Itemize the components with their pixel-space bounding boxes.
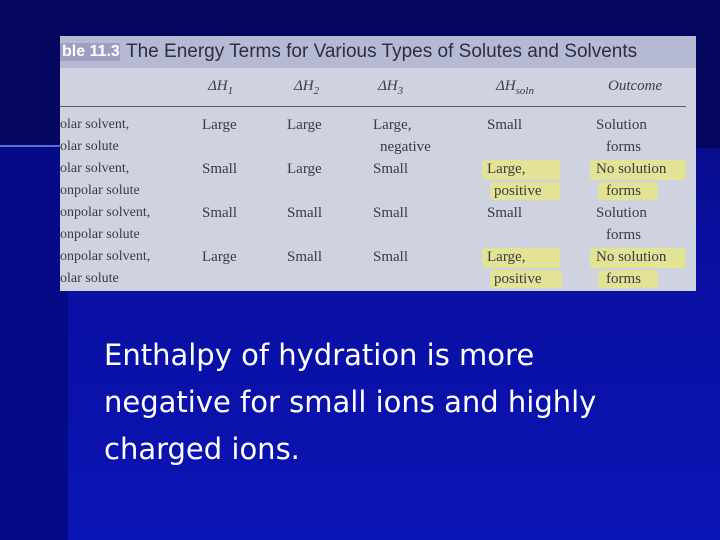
header-dhsoln-symbol: ΔH xyxy=(496,78,516,94)
highlight-mark xyxy=(598,270,658,288)
cell-dh2: Large xyxy=(287,117,322,133)
header-dh3: ΔH3 xyxy=(378,78,403,97)
header-dh1: ΔH1 xyxy=(208,78,233,97)
row-label-line: olar solvent, xyxy=(60,117,130,132)
cell-dh3: Large, xyxy=(373,117,412,133)
cell-dhsoln: Large, xyxy=(487,249,526,265)
cell-outcome: No solution xyxy=(596,249,667,265)
row-label-line: onpolar solute xyxy=(60,227,140,242)
header-dhsoln-subscript: soln xyxy=(515,85,534,97)
header-dh3-subscript: 3 xyxy=(397,85,404,97)
table-title-bar xyxy=(60,36,696,68)
cell-dh1: Small xyxy=(202,161,238,177)
highlight-mark xyxy=(598,182,658,200)
highlight-mark xyxy=(490,270,562,288)
row-label-line: olar solvent, xyxy=(60,161,130,176)
highlight-mark xyxy=(482,160,560,180)
cell-dh3: Small xyxy=(373,205,409,221)
cell-outcome: forms xyxy=(606,271,641,287)
cell-outcome: Solution xyxy=(596,205,647,221)
cell-outcome: No solution xyxy=(596,161,667,177)
cell-dhsoln: Small xyxy=(487,117,523,133)
slide-left-band xyxy=(0,148,68,540)
table-number: ble 11.3 xyxy=(60,43,120,61)
cell-dh2: Large xyxy=(287,161,322,177)
cell-dh1: Large xyxy=(202,249,237,265)
row-label-line: onpolar solvent, xyxy=(60,249,151,264)
header-outcome: Outcome xyxy=(608,78,663,94)
cell-dhsoln: positive xyxy=(494,183,542,199)
header-dh3-symbol: ΔH xyxy=(378,78,398,94)
accent-line xyxy=(0,145,62,147)
cell-dh3: Small xyxy=(373,249,409,265)
highlight-mark xyxy=(482,248,560,268)
row-label-line: onpolar solvent, xyxy=(60,205,151,220)
header-dh1-subscript: 1 xyxy=(227,85,234,97)
cell-outcome: forms xyxy=(606,227,641,243)
highlight-mark xyxy=(590,248,686,268)
highlight-mark xyxy=(490,182,560,200)
cell-outcome: forms xyxy=(606,183,641,199)
cell-dh1: Small xyxy=(202,205,238,221)
cell-dhsoln: Small xyxy=(487,205,523,221)
body-line: negative for small ions and highly xyxy=(104,385,597,419)
header-rule xyxy=(60,106,686,107)
header-dhsoln: ΔHsoln xyxy=(496,78,534,97)
body-line: charged ions. xyxy=(104,432,300,466)
slide-body-text: Enthalpy of hydration is more negative f… xyxy=(104,332,684,473)
cell-outcome: Solution xyxy=(596,117,647,133)
table-image: ble 11.3 The Energy Terms for Various Ty… xyxy=(60,36,696,291)
header-dh2-subscript: 2 xyxy=(313,85,320,97)
header-dh2-symbol: ΔH xyxy=(294,78,314,94)
highlight-mark xyxy=(590,160,686,180)
table-caption: The Energy Terms for Various Types of So… xyxy=(126,41,638,62)
row-label-line: olar solute xyxy=(60,271,119,286)
cell-dhsoln: Large, xyxy=(487,161,526,177)
row-label-line: olar solute xyxy=(60,139,119,154)
row-label-line: onpolar solute xyxy=(60,183,140,198)
cell-dh3: Small xyxy=(373,161,409,177)
header-dh2: ΔH2 xyxy=(294,78,319,97)
cell-outcome: forms xyxy=(606,139,641,155)
cell-dhsoln: positive xyxy=(494,271,542,287)
cell-dh2: Small xyxy=(287,205,323,221)
cell-dh3: negative xyxy=(380,139,431,155)
cell-dh2: Small xyxy=(287,249,323,265)
header-dh1-symbol: ΔH xyxy=(208,78,228,94)
body-line: Enthalpy of hydration is more xyxy=(104,338,535,372)
cell-dh1: Large xyxy=(202,117,237,133)
